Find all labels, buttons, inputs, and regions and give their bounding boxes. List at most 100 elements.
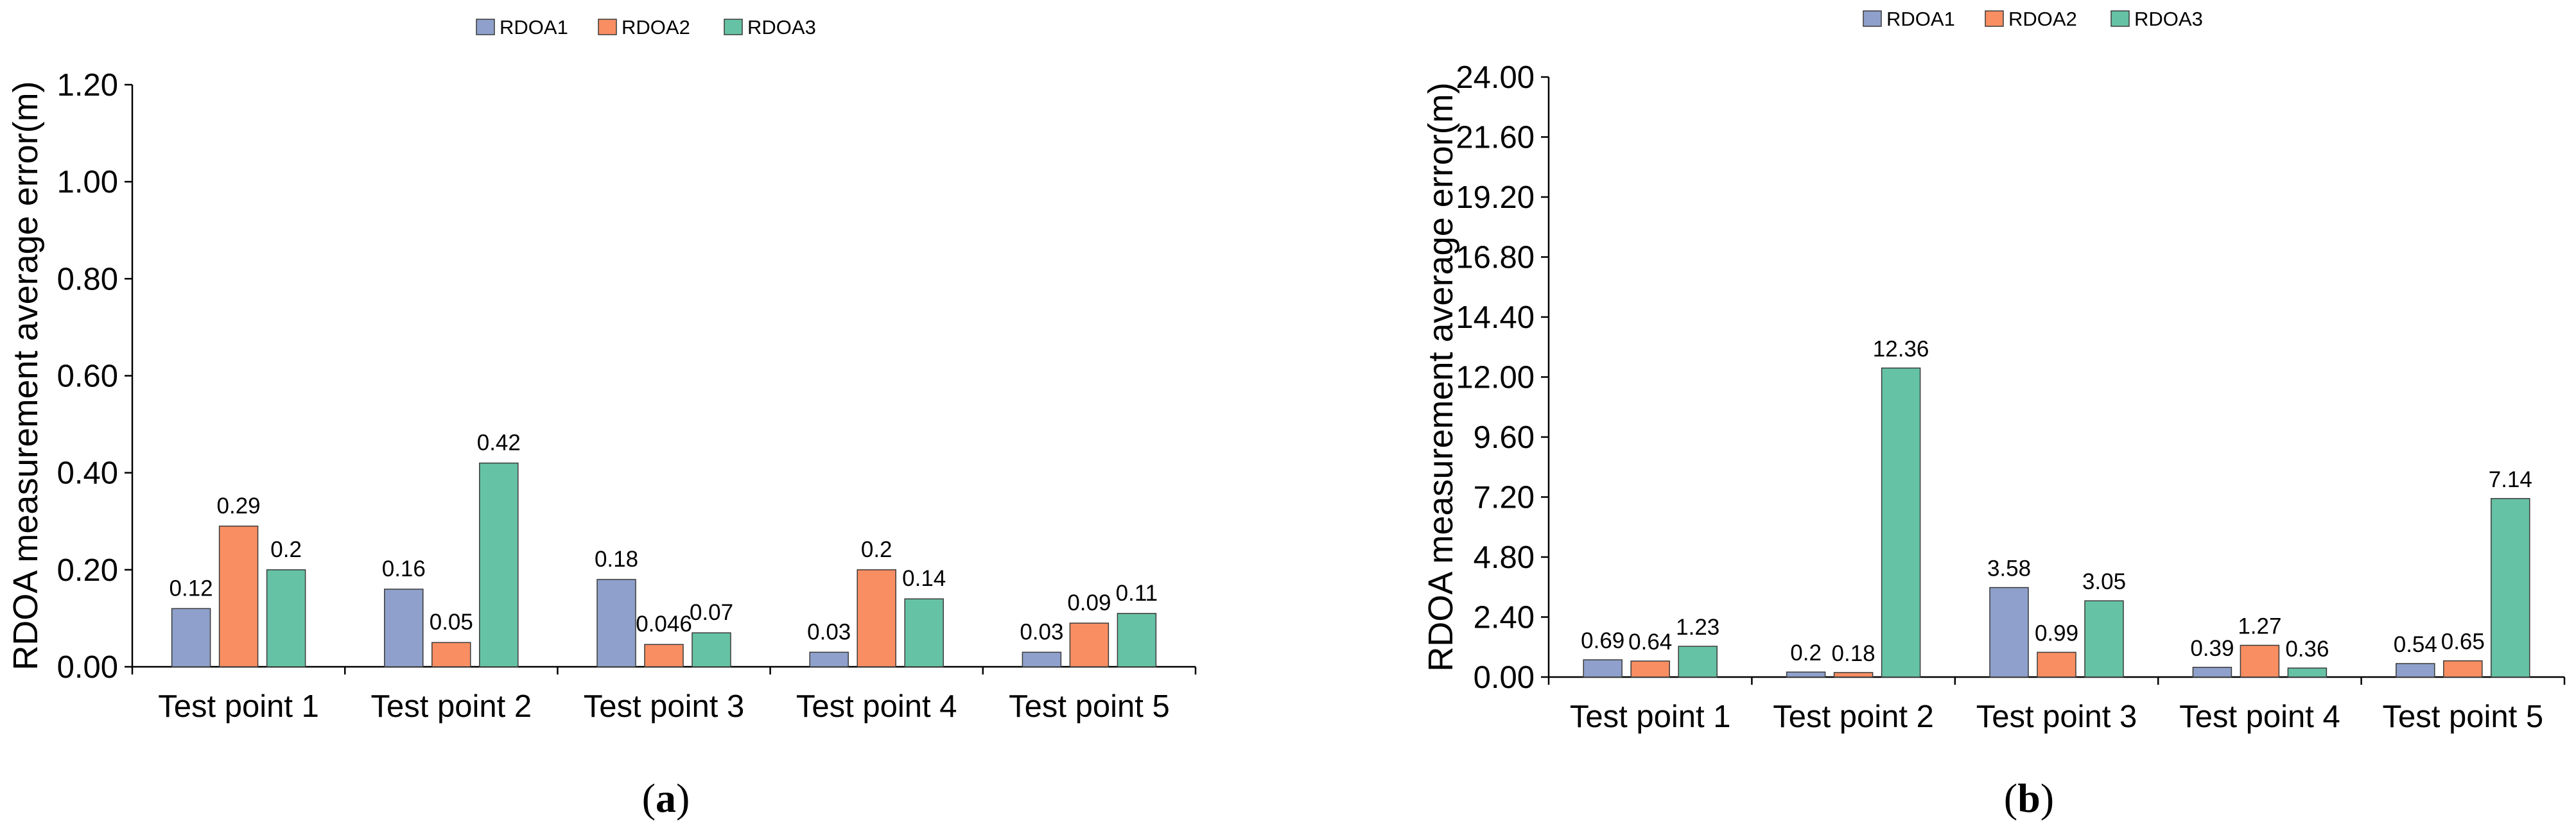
x-tick-label: Test point 5 — [1009, 689, 1170, 724]
data-label: 0.07 — [690, 600, 733, 625]
data-label: 0.39 — [2190, 636, 2234, 661]
bar-rdoa1 — [1583, 659, 1623, 678]
legend-label: RDOA1 — [500, 16, 568, 39]
data-label: 3.58 — [1987, 556, 2031, 581]
data-label: 0.046 — [636, 612, 692, 637]
data-label: 0.05 — [430, 610, 473, 635]
bar-rdoa3 — [2287, 667, 2328, 678]
y-tick-label: 16.80 — [1456, 241, 1535, 275]
data-label: 0.18 — [595, 547, 638, 572]
bar-rdoa1 — [1022, 651, 1062, 667]
x-tick-label: Test point 2 — [1773, 700, 1934, 734]
y-tick-label: 0.00 — [1474, 660, 1535, 695]
bar-rdoa1 — [809, 651, 849, 667]
y-tick-label: 21.60 — [1456, 121, 1535, 155]
x-tick-label: Test point 1 — [1570, 700, 1731, 734]
y-tick-label: 0.60 — [57, 359, 118, 394]
data-label: 0.16 — [382, 556, 426, 581]
bar-rdoa3 — [904, 598, 944, 667]
y-tick-label: 14.40 — [1456, 300, 1535, 335]
bar-rdoa2 — [431, 642, 471, 667]
y-tick-label: 0.80 — [57, 262, 118, 296]
bar-rdoa1 — [1989, 587, 2029, 678]
data-label: 0.18 — [1832, 641, 1875, 666]
bar-rdoa3 — [692, 632, 731, 667]
bar-rdoa1 — [2396, 663, 2435, 678]
bar-rdoa2 — [857, 569, 896, 667]
data-label: 0.65 — [2441, 630, 2485, 655]
bar-rdoa1 — [596, 579, 636, 667]
y-tick-label: 0.00 — [57, 650, 118, 685]
legend-label: RDOA3 — [747, 16, 816, 39]
legend-swatch — [1863, 10, 1882, 27]
y-tick-label: 2.40 — [1474, 601, 1535, 635]
bar-rdoa1 — [1786, 671, 1826, 678]
legend-label: RDOA3 — [2134, 8, 2203, 30]
panel-letter: b — [2017, 775, 2041, 821]
y-tick-label: 24.00 — [1456, 60, 1535, 95]
bar-rdoa3 — [1678, 646, 1718, 678]
bar-rdoa1 — [2192, 667, 2232, 678]
bar-rdoa1 — [171, 608, 211, 667]
data-label: 3.05 — [2082, 569, 2126, 594]
x-tick-label: Test point 3 — [584, 689, 745, 724]
panel-label: (a) — [642, 775, 690, 821]
y-tick-label: 0.20 — [57, 553, 118, 588]
bar-rdoa3 — [266, 569, 306, 667]
legend-swatch — [1985, 10, 2004, 27]
legend-swatch — [598, 19, 617, 35]
bar-rdoa2 — [218, 526, 259, 667]
x-tick-label: Test point 3 — [1976, 700, 2137, 734]
data-label: 0.29 — [217, 494, 261, 519]
y-tick-label: 19.20 — [1456, 180, 1535, 215]
bar-rdoa2 — [1630, 660, 1670, 678]
legend-label: RDOA2 — [2008, 8, 2077, 30]
legend-swatch — [2110, 10, 2130, 27]
chart-panel-b: 0.00 2.40 4.80 7.20 9.60 12.00 14.40 16.80 19.20… — [1422, 8, 2566, 821]
data-label: 1.27 — [2238, 614, 2281, 639]
data-label: 1.23 — [1676, 615, 1719, 640]
data-label: 0.2 — [861, 537, 892, 562]
bar-rdoa1 — [384, 588, 424, 667]
x-tick-label: Test point 4 — [2179, 700, 2340, 734]
x-tick-label: Test point 2 — [370, 689, 532, 724]
legend: RDOA1 RDOA2 RDOA3 — [476, 16, 816, 39]
x-tick-label: Test point 4 — [796, 689, 957, 724]
bar-rdoa3 — [2084, 600, 2124, 678]
legend: RDOA1 RDOA2 RDOA3 — [1863, 8, 2203, 30]
y-tick-label: 7.20 — [1474, 481, 1535, 515]
bar-rdoa2 — [644, 644, 684, 667]
y-axis-title: RDOA measurement average error(m) — [6, 81, 45, 670]
data-label: 0.42 — [477, 431, 521, 456]
data-label: 0.64 — [1628, 630, 1672, 655]
legend-label: RDOA2 — [622, 16, 690, 39]
y-tick-label: 0.40 — [57, 456, 118, 491]
data-label: 0.03 — [807, 619, 851, 644]
y-axis-title: RDOA measurement average error(m) — [1422, 82, 1460, 671]
bar-rdoa3 — [1117, 613, 1157, 667]
data-label: 7.14 — [2489, 467, 2532, 492]
bar-rdoa3 — [2491, 498, 2530, 678]
data-label: 0.36 — [2285, 637, 2329, 662]
bar-rdoa2 — [2240, 644, 2280, 678]
data-label: 0.2 — [1790, 640, 1822, 666]
data-label: 0.14 — [902, 566, 946, 591]
y-tick-label: 1.00 — [57, 165, 118, 200]
bar-rdoa2 — [2037, 651, 2076, 678]
data-label: 0.69 — [1581, 628, 1624, 653]
bar-rdoa3 — [1881, 367, 1921, 678]
bar-rdoa3 — [479, 462, 519, 667]
y-tick-label: 4.80 — [1474, 540, 1535, 575]
panel-label: (b) — [2004, 775, 2054, 821]
bar-rdoa2 — [1069, 623, 1110, 667]
data-label: 0.09 — [1067, 590, 1111, 615]
chart-panel-a: 0.00 0.20 0.40 0.60 0.80 1.00 1.20 Test point 1… — [6, 16, 1197, 821]
y-tick-label: 1.20 — [57, 68, 118, 103]
data-label: 0.99 — [2035, 621, 2078, 646]
y-tick-label: 12.00 — [1456, 361, 1535, 395]
data-label: 0.54 — [2394, 632, 2437, 657]
legend-swatch — [476, 19, 495, 35]
legend-label: RDOA1 — [1886, 8, 1955, 30]
panel-letter: a — [656, 775, 676, 821]
